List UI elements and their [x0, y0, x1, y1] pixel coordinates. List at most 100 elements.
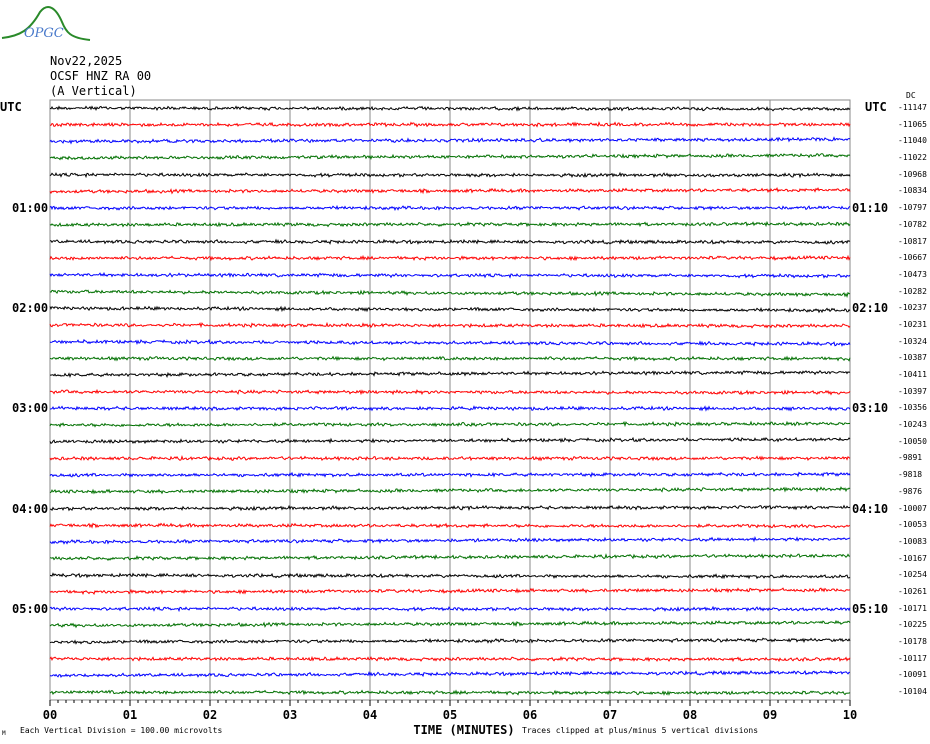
trace-13 [49, 321, 851, 329]
trace-1 [50, 121, 851, 128]
x-tick-label: 09 [762, 708, 778, 722]
trace-31 [49, 619, 851, 629]
dc-offset: -10167 [898, 553, 927, 563]
dc-offset: -10053 [898, 520, 927, 530]
dc-offset: -10225 [898, 620, 927, 630]
x-axis-label: TIME (MINUTES) [413, 723, 515, 737]
dc-offset: -10834 [898, 186, 927, 196]
trace-23 [49, 486, 851, 495]
date: Nov22,2025 [50, 54, 123, 68]
left-hour-label: 02:00 [12, 301, 49, 316]
trace-11 [49, 289, 851, 298]
trace-2 [49, 136, 851, 145]
dc-offset: -10007 [898, 503, 927, 513]
trace-0 [49, 105, 851, 112]
trace-9 [49, 254, 851, 262]
dc-offset: -10104 [898, 687, 927, 697]
x-tick-label: 06 [522, 708, 538, 722]
trace-32 [49, 637, 851, 645]
right-hour-label: 03:10 [852, 401, 889, 416]
dc-offset: -10667 [898, 253, 927, 263]
dc-offset: -10243 [898, 420, 927, 430]
trace-33 [49, 655, 851, 663]
opgc-logo [1, 6, 91, 41]
dc-offset: -10782 [898, 219, 927, 229]
x-tick-label: 00 [42, 708, 58, 722]
trace-21 [49, 455, 851, 462]
right-hour-label: 05:10 [852, 601, 889, 616]
trace-30 [49, 605, 851, 613]
dc-offset: -10282 [898, 286, 927, 296]
dc-offset: -10411 [898, 370, 927, 380]
dc-offset: -10473 [898, 269, 927, 279]
trace-19 [49, 420, 851, 428]
dc-label: DC [906, 91, 916, 100]
dc-offset: -9876 [898, 486, 923, 496]
dc-offset: -10231 [898, 319, 927, 329]
station: OCSF HNZ RA 00 [50, 69, 152, 83]
dc-offset: -9818 [898, 470, 923, 480]
trace-20 [49, 436, 851, 445]
trace-4 [49, 171, 851, 179]
trace-35 [49, 689, 851, 696]
left-hour-label: 04:00 [12, 501, 49, 516]
left-hour-label: 03:00 [12, 401, 49, 416]
left-hour-label: 05:00 [12, 601, 49, 616]
dc-offset: -10797 [898, 203, 927, 213]
trace-22 [49, 471, 851, 478]
x-tick-label: 01 [122, 708, 138, 722]
x-tick-label: 03 [282, 708, 298, 722]
dc-offset: -10178 [898, 637, 927, 647]
x-tick-label: 07 [602, 708, 618, 722]
right-hour-label: 01:10 [852, 201, 889, 216]
trace-7 [49, 220, 851, 228]
clip-note: Traces clipped at plus/minus 5 vertical … [522, 726, 759, 735]
dc-offset: -10254 [898, 570, 927, 580]
trace-29 [49, 587, 851, 595]
dc-offset: -11147 [898, 103, 927, 112]
trace-10 [49, 271, 851, 279]
trace-25 [49, 522, 851, 529]
trace-24 [49, 504, 851, 512]
x-tick-label: 02 [202, 708, 218, 722]
x-tick-label: 10 [842, 708, 858, 722]
corner-mark: M [2, 730, 6, 737]
dc-offset: -9891 [898, 453, 923, 463]
trace-8 [50, 238, 851, 245]
dc-offset: -11022 [898, 153, 927, 163]
trace-17 [49, 388, 851, 396]
dc-offset: -10968 [898, 169, 927, 179]
dc-offset: -10397 [898, 386, 927, 396]
logo-text: OPGC [24, 26, 64, 41]
right-hour-label: 02:10 [852, 301, 889, 316]
dc-offset: -10117 [898, 653, 927, 663]
trace-27 [49, 553, 850, 562]
scale-note: Each Vertical Division = 100.00 microvol… [20, 726, 223, 735]
left-utc-label: UTC [0, 100, 22, 114]
dc-offset: -10237 [898, 303, 927, 313]
dc-offset: -11040 [898, 136, 927, 146]
trace-12 [49, 305, 851, 314]
component: (A Vertical) [50, 84, 137, 98]
trace-6 [49, 204, 851, 212]
trace-18 [49, 405, 851, 412]
dc-offset: -10324 [898, 336, 927, 346]
left-hour-label: 01:00 [12, 201, 49, 216]
trace-26 [49, 536, 851, 545]
dc-offset: -10091 [898, 670, 927, 680]
trace-16 [50, 369, 851, 378]
dc-offset: -10050 [898, 436, 927, 446]
trace-3 [49, 152, 851, 161]
trace-5 [49, 186, 851, 195]
trace-14 [49, 338, 851, 347]
dc-offset: -10083 [898, 536, 927, 546]
x-tick-label: 05 [442, 708, 458, 722]
dc-offset: -10387 [898, 353, 927, 363]
dc-offset: -10356 [898, 403, 927, 413]
dc-offset: -10261 [898, 587, 927, 596]
dc-offset: -10817 [898, 236, 927, 246]
trace-34 [49, 669, 850, 679]
trace-28 [49, 572, 851, 580]
right-utc-label: UTC [865, 100, 887, 114]
